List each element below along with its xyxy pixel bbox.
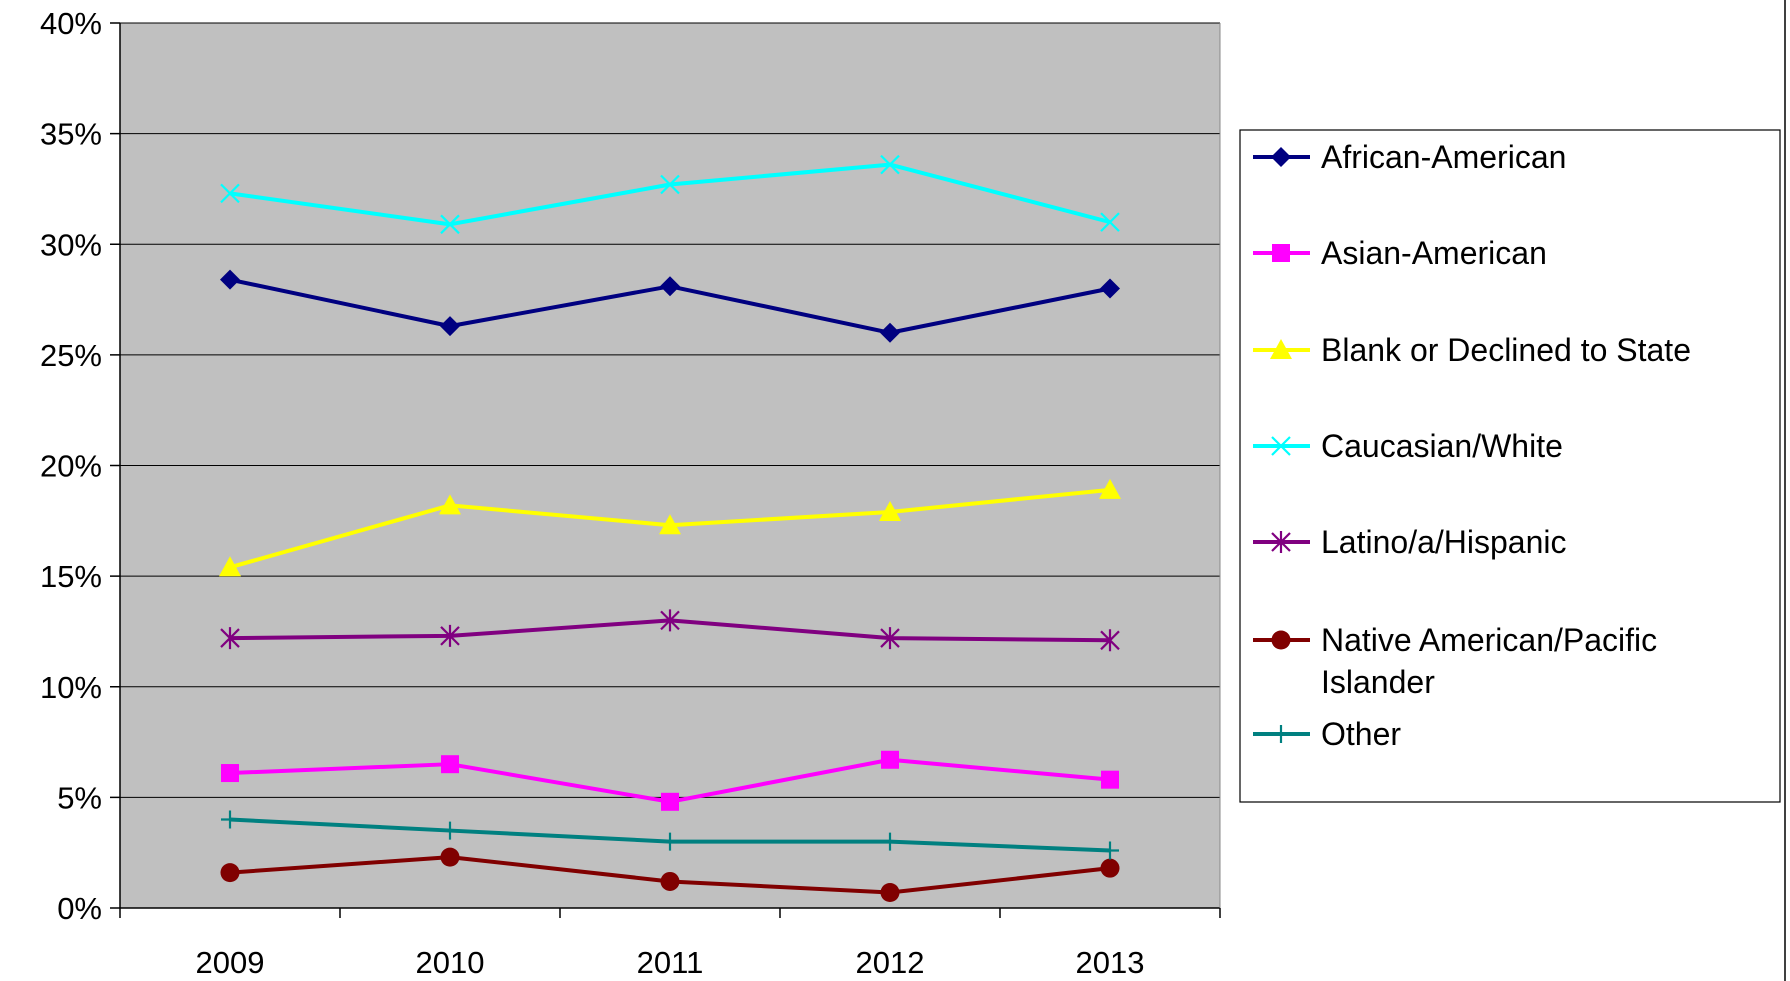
data-point — [440, 214, 460, 235]
y-tick-label: 0% — [57, 891, 102, 926]
data-point — [1101, 770, 1119, 789]
data-point — [661, 792, 679, 811]
legend-marker — [1272, 244, 1290, 262]
data-point — [1100, 278, 1120, 299]
y-axis-ticks: 0% 5% 10% 15% 20% 25% 30% 35% 40% — [40, 6, 120, 926]
data-point — [441, 755, 459, 774]
legend-label: African-American — [1321, 139, 1566, 175]
x-axis-ticks: 2009 2010 2011 2012 2013 — [119, 908, 1221, 980]
data-point — [881, 832, 899, 851]
data-point — [659, 514, 681, 535]
series-native-american-pacific-islander — [220, 847, 1120, 903]
y-tick-label: 35% — [40, 117, 102, 152]
data-point — [660, 871, 680, 891]
legend-item: Caucasian/White — [1253, 428, 1563, 464]
data-point — [880, 154, 900, 175]
legend-label: Islander — [1321, 664, 1435, 700]
data-point — [879, 500, 901, 521]
data-point — [220, 269, 240, 290]
x-tick-label: 2013 — [1076, 945, 1145, 980]
data-point — [1100, 212, 1120, 232]
series-other — [221, 810, 1119, 860]
data-point — [881, 750, 899, 769]
legend-item: Latino/a/Hispanic — [1253, 524, 1566, 560]
legend-marker — [1271, 630, 1291, 650]
data-point — [220, 183, 240, 204]
legend: African-American Asian-American Blank or D… — [1239, 129, 1781, 803]
gridlines — [120, 22, 1220, 798]
legend-label: Blank or Declined to State — [1321, 332, 1691, 368]
legend-item: Asian-American — [1253, 235, 1547, 271]
data-point — [220, 627, 240, 650]
legend-label: Caucasian/White — [1321, 428, 1563, 464]
x-tick-label: 2010 — [416, 945, 485, 980]
data-point — [441, 821, 459, 840]
data-point — [221, 810, 239, 829]
data-point — [440, 316, 460, 337]
legend-label: Other — [1321, 716, 1401, 752]
data-point — [221, 764, 239, 783]
series-caucasian-white — [220, 154, 1120, 235]
data-point — [440, 624, 460, 647]
legend-marker — [1271, 436, 1291, 456]
y-tick-label: 15% — [40, 559, 102, 594]
data-point — [1099, 478, 1121, 499]
legend-item: African-American — [1253, 139, 1566, 175]
legend-marker — [1272, 725, 1290, 743]
x-tick-label: 2012 — [856, 945, 925, 980]
data-point — [661, 832, 679, 851]
data-point — [1100, 858, 1120, 878]
series-group — [219, 154, 1121, 903]
legend-item: Blank or Declined to State — [1253, 332, 1691, 368]
legend-label: Asian-American — [1321, 235, 1547, 271]
data-point — [440, 847, 460, 867]
data-point — [1100, 629, 1120, 652]
legend-item: Native American/Pacific Islander — [1253, 622, 1657, 700]
data-point — [439, 494, 461, 515]
legend-marker — [1270, 339, 1292, 359]
x-tick-label: 2011 — [637, 945, 704, 980]
y-tick-label: 20% — [40, 449, 102, 484]
data-point — [660, 609, 680, 632]
series-blank-or-declined-to-state — [219, 478, 1121, 577]
legend-marker — [1271, 147, 1291, 167]
data-point — [880, 883, 900, 903]
legend-marker — [1271, 531, 1291, 553]
data-point — [220, 863, 240, 883]
y-tick-label: 10% — [40, 670, 102, 705]
series-latino-a-hispanic — [220, 609, 1120, 652]
legend-item: Other — [1253, 716, 1401, 752]
y-tick-label: 30% — [40, 227, 102, 262]
data-point — [660, 174, 680, 195]
series-asian-american — [221, 750, 1119, 811]
data-point — [660, 276, 680, 297]
data-point — [880, 627, 900, 650]
legend-label: Native American/Pacific — [1321, 622, 1657, 658]
legend-label: Latino/a/Hispanic — [1321, 524, 1566, 560]
data-point — [1101, 841, 1119, 860]
data-point — [219, 556, 241, 577]
legend-box — [1239, 129, 1781, 803]
x-tick-label: 2009 — [196, 945, 265, 980]
y-tick-label: 40% — [40, 6, 102, 41]
series-african-american — [220, 269, 1120, 343]
y-tick-label: 25% — [40, 338, 102, 373]
y-tick-label: 5% — [57, 780, 102, 815]
data-point — [880, 322, 900, 343]
